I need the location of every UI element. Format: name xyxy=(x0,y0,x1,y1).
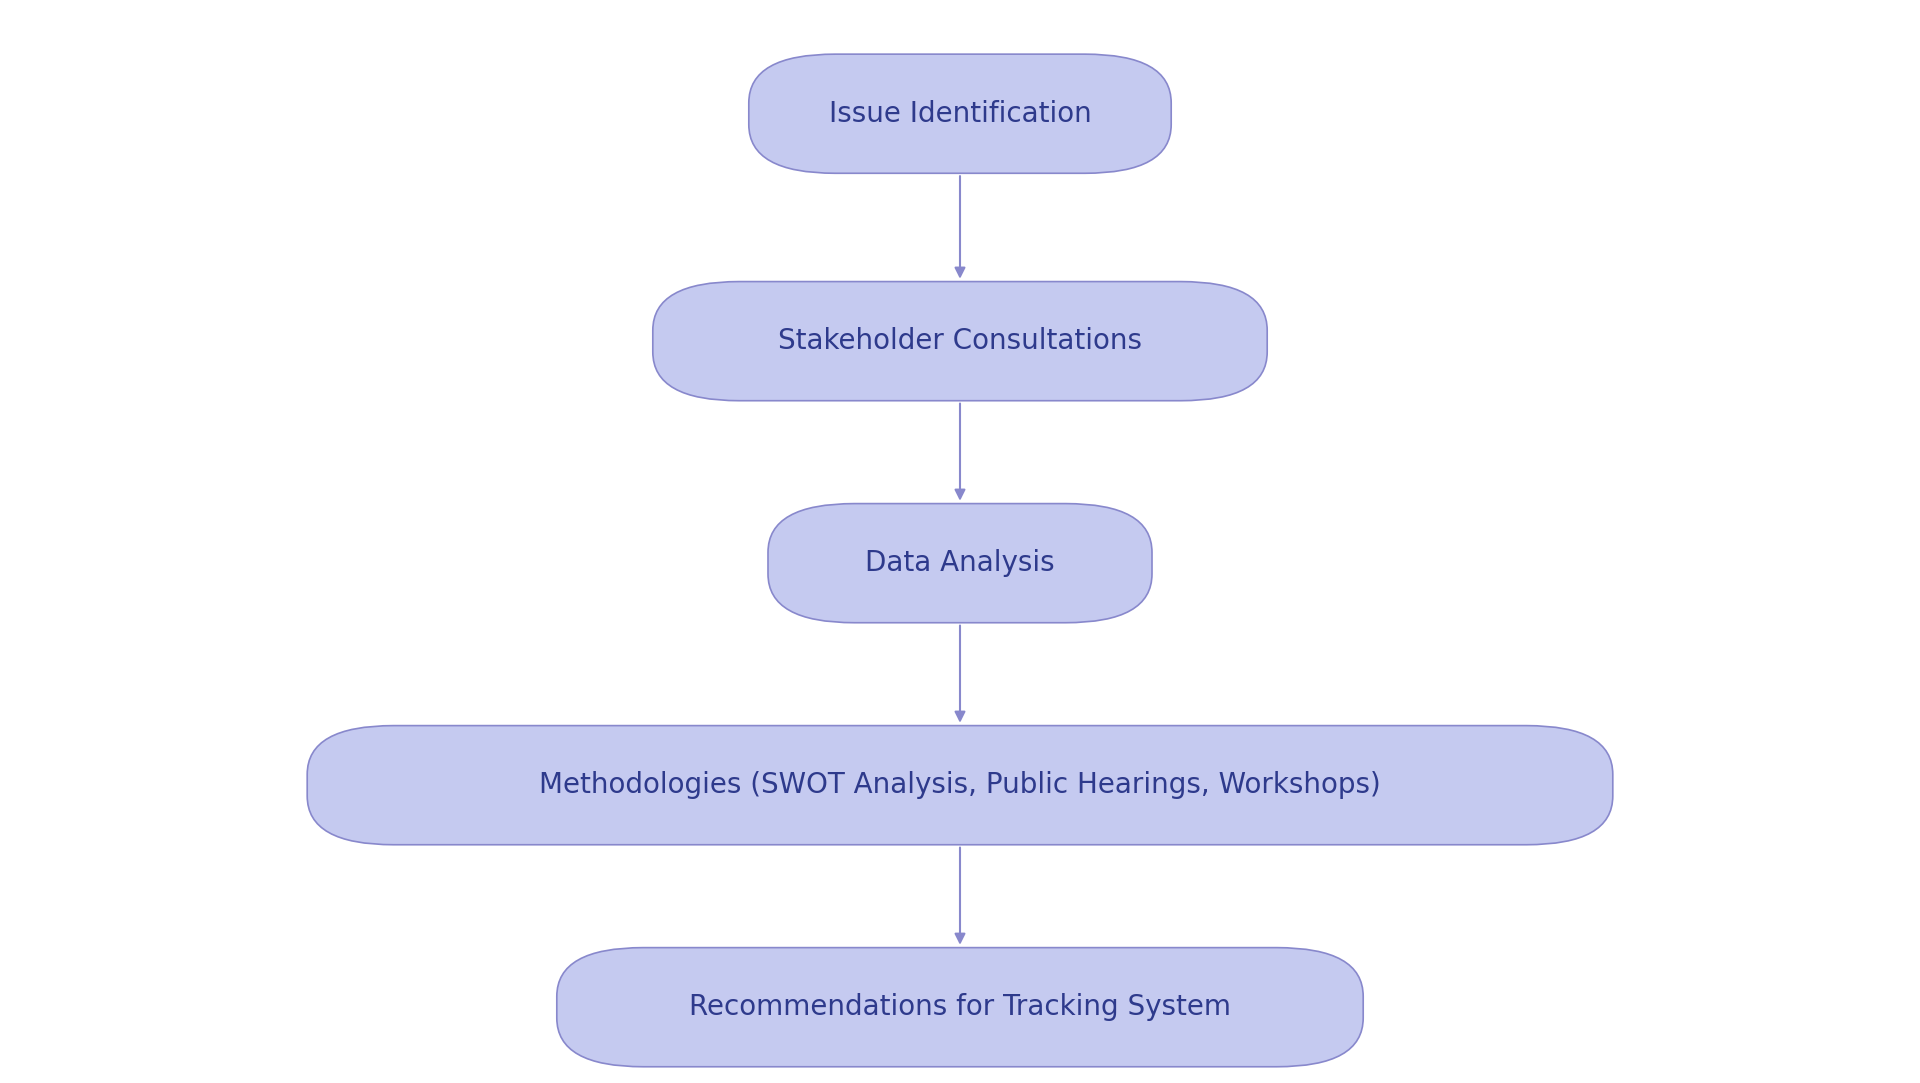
FancyBboxPatch shape xyxy=(749,54,1171,173)
FancyBboxPatch shape xyxy=(557,948,1363,1067)
Text: Issue Identification: Issue Identification xyxy=(829,100,1091,128)
Text: Stakeholder Consultations: Stakeholder Consultations xyxy=(778,327,1142,355)
Text: Methodologies (SWOT Analysis, Public Hearings, Workshops): Methodologies (SWOT Analysis, Public Hea… xyxy=(540,771,1380,799)
Text: Recommendations for Tracking System: Recommendations for Tracking System xyxy=(689,993,1231,1021)
FancyBboxPatch shape xyxy=(653,282,1267,401)
FancyBboxPatch shape xyxy=(307,726,1613,845)
Text: Data Analysis: Data Analysis xyxy=(866,549,1054,577)
FancyBboxPatch shape xyxy=(768,504,1152,623)
